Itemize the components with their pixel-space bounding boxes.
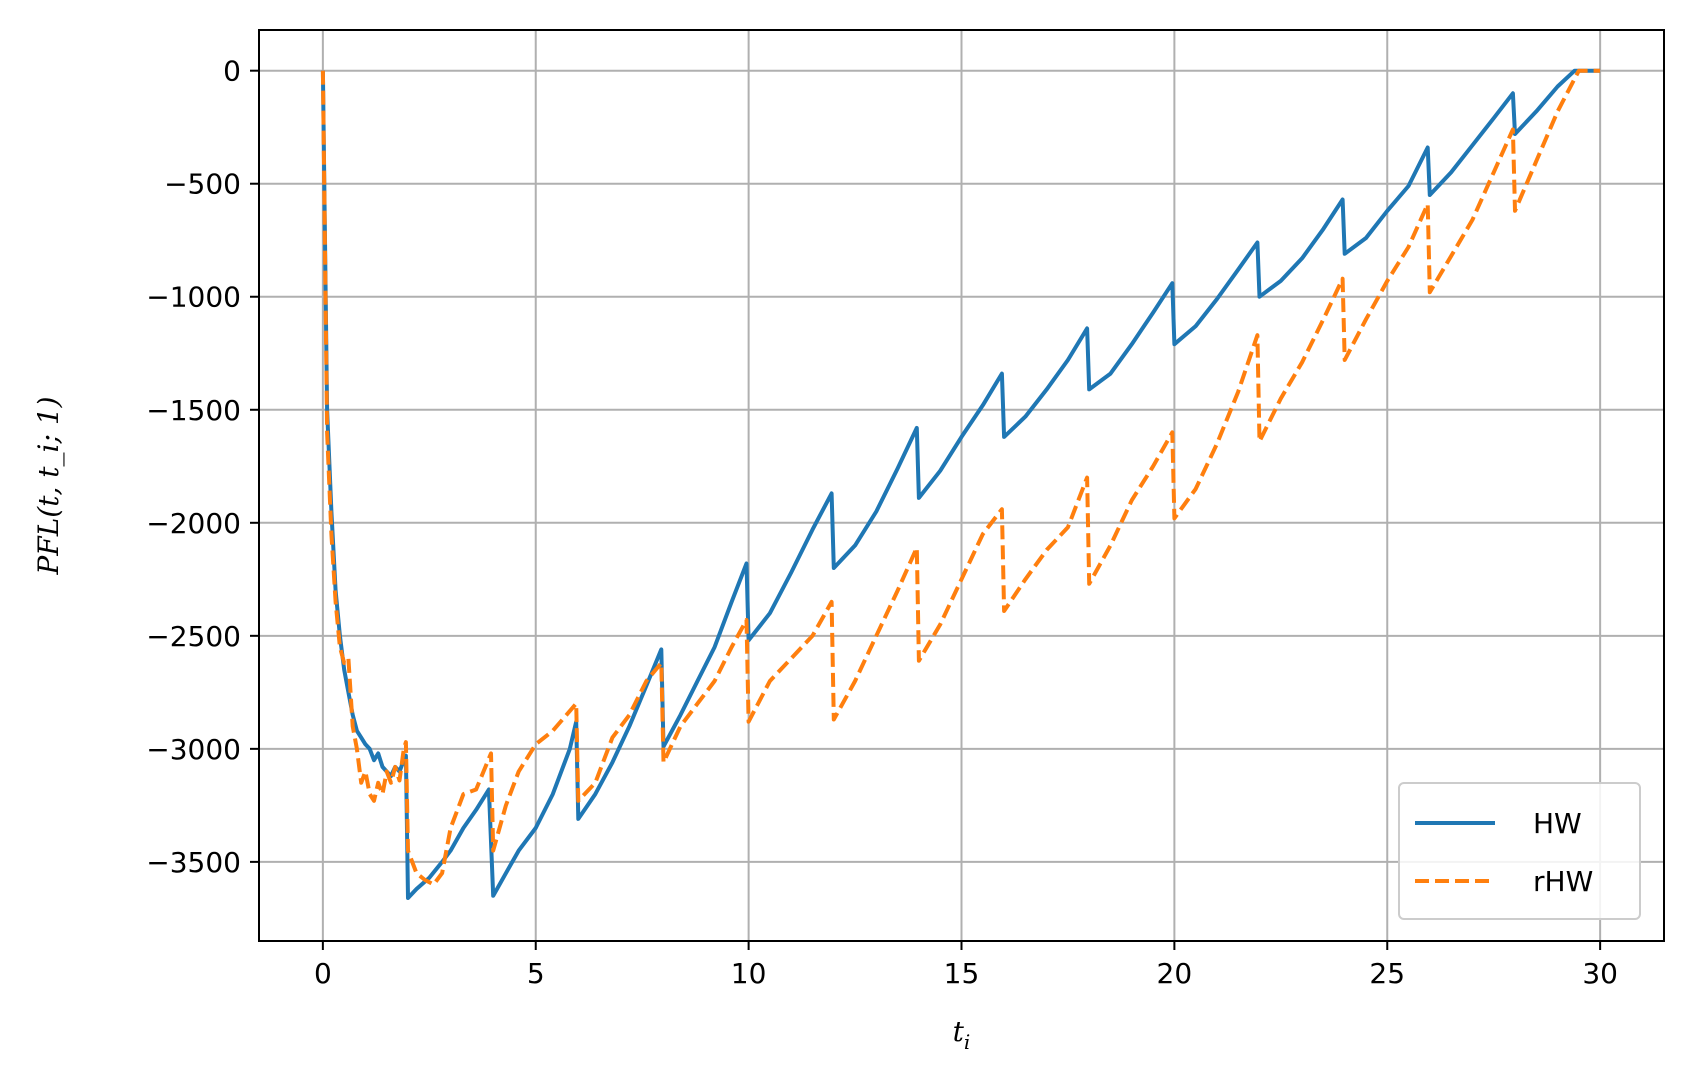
y-tick-label: −3000 [146,733,241,766]
ticks: 0 5 10 15 20 25 30 0 −500 −1000 −1500 −2000 −2500 −30… [146,55,1618,990]
x-tick-label: 5 [527,957,545,990]
series-layer [320,68,1601,900]
legend-label-rhw: rHW [1533,865,1593,898]
y-tick-label: −1500 [146,394,241,427]
x-tick-label: 10 [731,957,767,990]
x-tick-label: 30 [1582,957,1618,990]
y-tick-label: −3500 [146,846,241,879]
y-axis-label: PFL(t, t_i; 1) [32,396,65,575]
y-tick-label: −2000 [146,507,241,540]
legend-label-hw: HW [1533,807,1582,840]
x-tick-label: 15 [944,957,980,990]
y-tick-label: −500 [164,168,241,201]
x-tick-label: 0 [314,957,332,990]
grid [259,30,1664,941]
y-tick-label: −1000 [146,281,241,314]
y-tick-label: 0 [223,55,241,88]
x-tick-label: 25 [1369,957,1405,990]
legend: HW rHW [1398,782,1641,920]
x-axis-label: ti [953,1015,971,1054]
series-line-rhw [320,68,1601,887]
x-tick-label: 20 [1157,957,1193,990]
y-tick-label: −2500 [146,620,241,653]
legend-box [1398,782,1641,920]
